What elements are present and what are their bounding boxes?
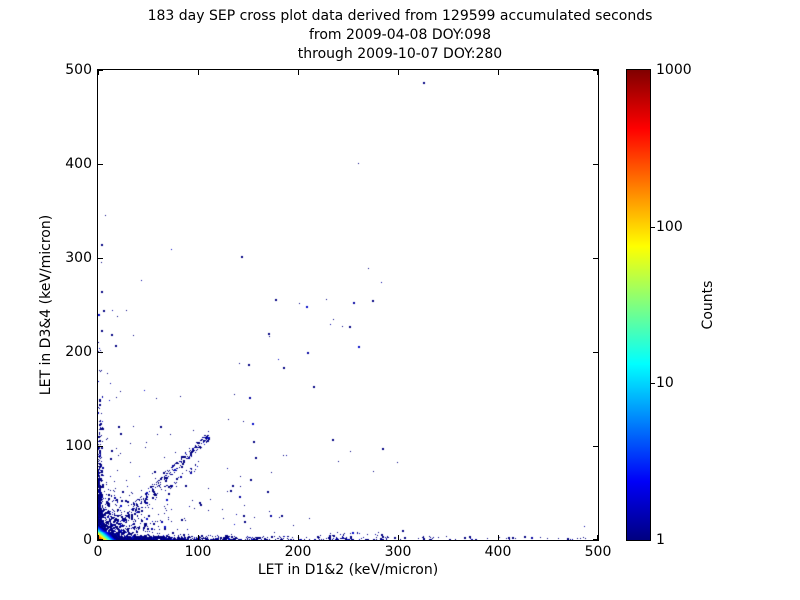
y-tick (593, 446, 598, 447)
y-tick (593, 258, 598, 259)
y-tick (98, 164, 103, 165)
colorbar-tick (650, 227, 655, 228)
y-tick (98, 352, 103, 353)
x-tick-label: 0 (93, 544, 103, 560)
colorbar-tick-label: 10 (656, 375, 674, 391)
title-line-3: through 2009-10-07 DOY:280 (297, 46, 503, 62)
y-tick (98, 446, 103, 447)
scatter-canvas (98, 70, 598, 540)
x-tick (198, 535, 199, 540)
x-tick (98, 535, 99, 540)
x-tick-label: 200 (284, 544, 312, 560)
y-tick-label: 300 (65, 250, 92, 266)
y-tick (593, 164, 598, 165)
x-tick (498, 535, 499, 540)
y-tick-label: 500 (65, 62, 92, 78)
x-tick (597, 70, 598, 75)
x-tick-label: 400 (484, 544, 512, 560)
y-tick-label: 200 (65, 344, 92, 360)
plot-area (97, 69, 599, 541)
y-tick (593, 70, 598, 71)
x-tick-label: 100 (184, 544, 212, 560)
colorbar-tick-label: 1 (656, 532, 665, 548)
x-tick (298, 70, 299, 75)
y-tick (593, 539, 598, 540)
y-tick-label: 400 (65, 156, 92, 172)
y-tick (98, 539, 103, 540)
chart-title: 183 day SEP cross plot data derived from… (0, 7, 800, 64)
y-tick (98, 70, 103, 71)
x-tick-label: 300 (384, 544, 412, 560)
colorbar (626, 69, 651, 541)
colorbar-tick-label: 100 (656, 219, 683, 235)
x-tick (198, 70, 199, 75)
y-tick-label: 0 (83, 532, 92, 548)
x-tick (98, 70, 99, 75)
title-line-2: from 2009-04-08 DOY:098 (308, 27, 491, 43)
x-tick (398, 70, 399, 75)
title-line-1: 183 day SEP cross plot data derived from… (147, 8, 653, 24)
x-tick (597, 535, 598, 540)
colorbar-tick (650, 383, 655, 384)
x-tick (298, 535, 299, 540)
colorbar-tick-label: 1000 (656, 62, 692, 78)
y-tick (98, 258, 103, 259)
y-tick (593, 352, 598, 353)
x-tick (498, 70, 499, 75)
x-tick (398, 535, 399, 540)
x-axis-label: LET in D1&2 (keV/micron) (257, 562, 439, 578)
y-tick-label: 100 (65, 438, 92, 454)
x-tick-label: 500 (584, 544, 612, 560)
